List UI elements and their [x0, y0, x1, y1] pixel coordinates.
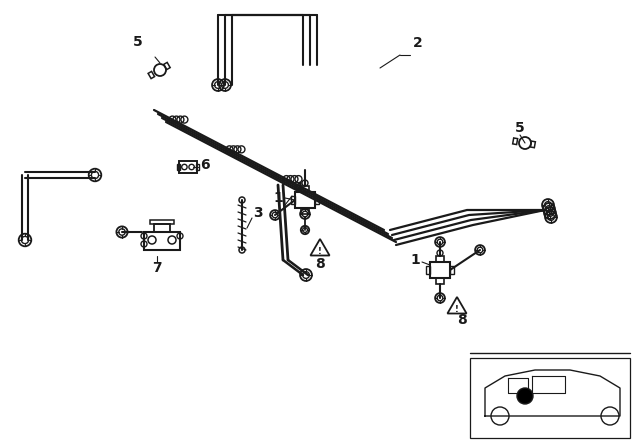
- Bar: [430, 262, 450, 278]
- Bar: [436, 278, 444, 284]
- Text: 6: 6: [200, 158, 210, 172]
- Text: !: !: [318, 246, 322, 255]
- Bar: [177, 164, 180, 170]
- Text: 4: 4: [293, 181, 303, 195]
- Text: 5: 5: [133, 35, 143, 49]
- Text: 1: 1: [273, 191, 283, 205]
- Bar: [426, 266, 430, 274]
- Bar: [150, 220, 174, 224]
- Text: 2: 2: [413, 36, 423, 50]
- Bar: [470, 358, 630, 438]
- Text: 7: 7: [152, 261, 162, 275]
- Bar: [436, 256, 444, 262]
- Bar: [450, 266, 454, 274]
- Bar: [295, 192, 315, 208]
- Bar: [179, 161, 197, 173]
- Bar: [196, 164, 199, 170]
- Circle shape: [517, 388, 533, 404]
- Text: 3: 3: [253, 206, 263, 220]
- Bar: [315, 196, 319, 204]
- Bar: [301, 186, 309, 192]
- Text: 8: 8: [457, 313, 467, 327]
- Text: 1: 1: [410, 253, 420, 267]
- Text: 5: 5: [515, 121, 525, 135]
- Bar: [301, 208, 309, 214]
- Bar: [154, 224, 170, 232]
- Text: 8: 8: [315, 257, 325, 271]
- Bar: [144, 232, 180, 250]
- Bar: [291, 196, 295, 204]
- Text: !: !: [455, 305, 459, 314]
